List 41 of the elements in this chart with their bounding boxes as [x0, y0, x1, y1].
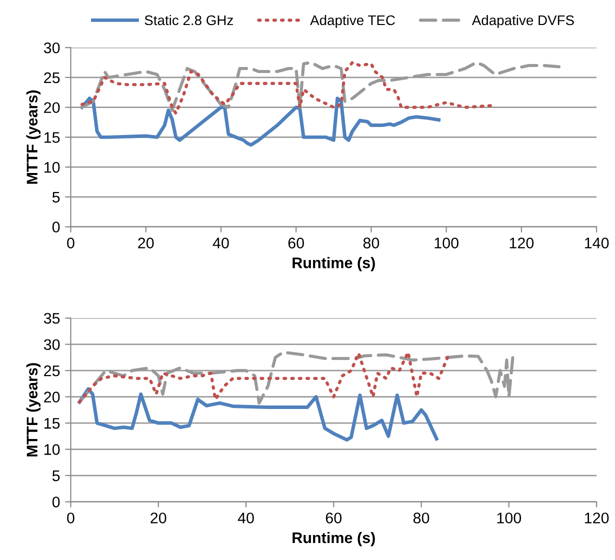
y-tick-label: 10 — [44, 162, 60, 173]
y-tick-label: 15 — [44, 132, 60, 143]
x-axis-title: Runtime (s) — [292, 257, 375, 272]
legend-label: Adaptive TEC — [310, 14, 395, 28]
x-tick-label: 120 — [510, 238, 534, 248]
line-series — [78, 387, 438, 442]
x-tick-label: 100 — [497, 512, 522, 524]
x-tick-label: 140 — [584, 238, 609, 248]
x-tick-label: 80 — [413, 512, 430, 524]
x-tick-label: 0 — [67, 238, 74, 248]
x-tick-label: 20 — [138, 238, 154, 248]
x-tick-label: 40 — [212, 238, 229, 248]
line-series — [80, 96, 441, 147]
y-tick-label: 20 — [44, 102, 60, 114]
y-tick-label: 0 — [52, 496, 60, 508]
y-tick-label: 30 — [44, 339, 60, 350]
y-tick-label: 35 — [44, 312, 60, 324]
legend-label: Static 2.8 GHz — [144, 14, 233, 26]
x-tick-label: 80 — [363, 238, 380, 248]
legend-label: Adapative DVFS — [472, 14, 574, 28]
y-tick-label: 10 — [44, 444, 60, 455]
line-series — [78, 350, 450, 404]
x-tick-label: 120 — [584, 512, 609, 524]
y-axis-title: MTTF (years) — [26, 363, 41, 456]
y-tick-label: 25 — [44, 365, 60, 376]
y-tick-label: 25 — [44, 72, 60, 84]
y-axis-title: MTTF (years) — [26, 90, 41, 184]
y-tick-label: 30 — [44, 42, 60, 54]
x-tick-label: 100 — [434, 238, 458, 248]
y-tick-label: 15 — [44, 418, 60, 429]
x-axis-title: Runtime (s) — [292, 532, 375, 546]
x-tick-label: 0 — [67, 512, 74, 524]
y-tick-label: 5 — [52, 192, 60, 203]
y-tick-label: 5 — [52, 470, 60, 482]
x-tick-label: 20 — [150, 512, 166, 524]
y-tick-label: 20 — [44, 392, 60, 402]
y-tick-label: 0 — [52, 222, 60, 232]
x-tick-label: 40 — [238, 512, 254, 524]
x-tick-label: 60 — [288, 238, 304, 248]
x-tick-label: 60 — [326, 512, 342, 524]
line-series — [80, 61, 493, 115]
